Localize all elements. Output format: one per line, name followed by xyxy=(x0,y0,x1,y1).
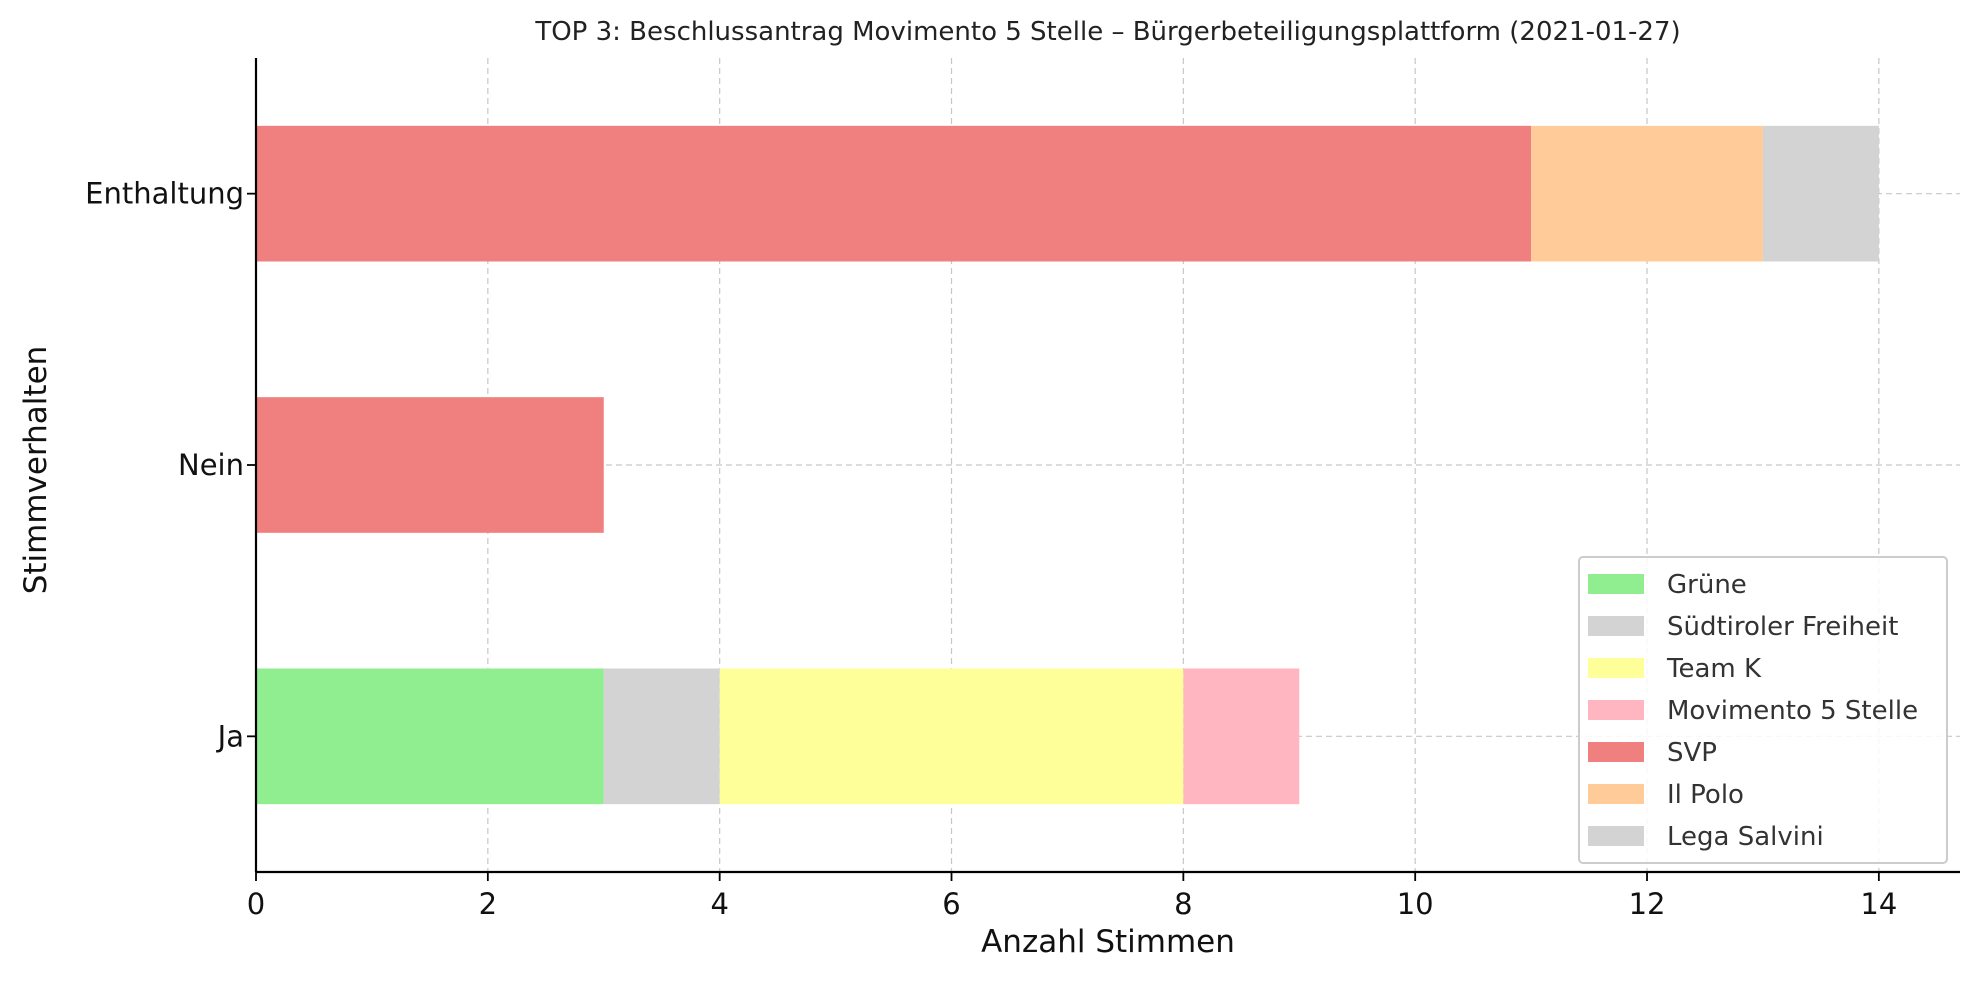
x-tick-label: 6 xyxy=(942,887,960,921)
x-tick-label: 14 xyxy=(1860,887,1897,921)
x-tick-label: 0 xyxy=(247,887,265,921)
x-tick-label: 10 xyxy=(1397,887,1434,921)
legend-label: Grüne xyxy=(1667,570,1747,600)
y-tick-label: Nein xyxy=(178,448,244,482)
chart-title: TOP 3: Beschlussantrag Movimento 5 Stell… xyxy=(534,17,1680,47)
bar-segment-enthaltung-svp xyxy=(256,125,1532,262)
legend-label: Movimento 5 Stelle xyxy=(1667,696,1918,726)
bar-layer xyxy=(256,125,1879,805)
x-tick-label: 4 xyxy=(710,887,728,921)
legend-label: Lega Salvini xyxy=(1667,822,1824,852)
legend-swatch xyxy=(1588,742,1644,762)
legend: Grüne Südtiroler Freiheit Team K Movimento … xyxy=(1578,556,1948,864)
bar-segment-ja-grüne xyxy=(256,668,604,805)
bar-segment-enthaltung-il-polo xyxy=(1531,125,1763,262)
x-axis-title: Anzahl Stimmen xyxy=(981,924,1235,960)
legend-label: SVP xyxy=(1667,738,1717,768)
axis-layer: 0 2 4 6 8 10 12 14 Ja Nein Enthaltung xyxy=(85,58,1960,921)
x-tick-label: 12 xyxy=(1629,887,1666,921)
x-tick-label: 8 xyxy=(1174,887,1192,921)
legend-swatch xyxy=(1588,700,1644,720)
bar-segment-ja-team-k xyxy=(719,668,1184,805)
legend-label: Südtiroler Freiheit xyxy=(1667,612,1898,642)
y-axis-title: Stimmverhalten xyxy=(18,346,54,595)
bar-segment-nein-svp xyxy=(256,397,604,533)
legend-label: Il Polo xyxy=(1667,780,1744,810)
y-tick-label: Ja xyxy=(216,719,244,753)
bar-segment-ja-movimento-5-stelle xyxy=(1183,668,1300,805)
legend-swatch xyxy=(1588,784,1644,804)
y-tick-label: Enthaltung xyxy=(85,177,244,211)
bar-segment-enthaltung-lega-salvini xyxy=(1762,125,1879,262)
legend-frame xyxy=(1578,556,1948,864)
legend-swatch xyxy=(1588,658,1644,678)
legend-swatch xyxy=(1588,616,1644,636)
legend-label: Team K xyxy=(1666,654,1762,684)
bar-segment-ja-südtiroler-freiheit xyxy=(603,668,720,805)
legend-swatch xyxy=(1588,574,1644,594)
x-tick-label: 2 xyxy=(479,887,497,921)
legend-swatch xyxy=(1588,826,1644,846)
